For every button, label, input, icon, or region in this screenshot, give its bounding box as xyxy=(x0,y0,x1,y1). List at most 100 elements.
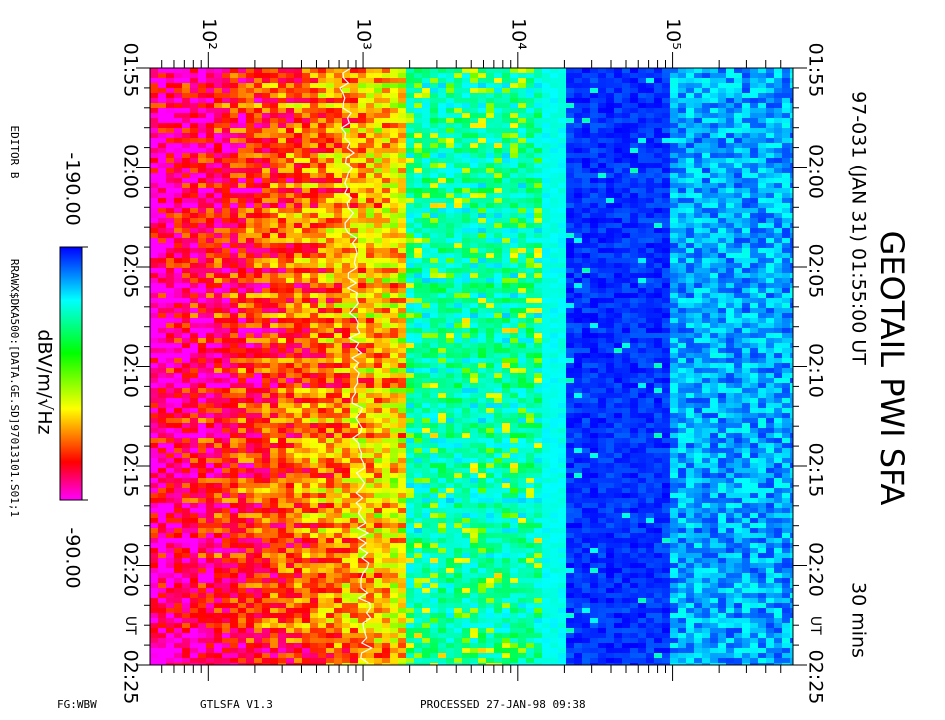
spectrogram-cell xyxy=(334,203,342,208)
spectrogram-cell xyxy=(638,148,646,153)
spectrogram-cell xyxy=(582,148,590,153)
spectrogram-cell xyxy=(406,258,414,263)
spectrogram-cell xyxy=(502,153,510,158)
spectrogram-cell xyxy=(574,138,582,143)
spectrogram-cell xyxy=(422,138,430,143)
spectrogram-cell xyxy=(606,308,614,313)
spectrogram-cell xyxy=(494,193,502,198)
spectrogram-cell xyxy=(390,263,398,268)
spectrogram-cell xyxy=(502,233,510,238)
spectrogram-cell xyxy=(406,293,414,298)
spectrogram-cell xyxy=(390,208,398,213)
spectrogram-cell xyxy=(574,208,582,213)
spectrogram-cell xyxy=(774,158,782,163)
spectrogram-cell xyxy=(310,263,318,268)
spectrogram-cell xyxy=(254,263,262,268)
spectrogram-cell xyxy=(542,288,550,293)
spectrogram-cell xyxy=(718,313,726,318)
spectrogram-cell xyxy=(590,228,598,233)
spectrogram-cell xyxy=(262,238,270,243)
spectrogram-cell xyxy=(190,318,198,323)
spectrogram-cell xyxy=(654,178,662,183)
spectrogram-cell xyxy=(766,328,774,333)
spectrogram-cell xyxy=(214,308,222,313)
spectrogram-cell xyxy=(350,368,358,373)
spectrogram-cell xyxy=(758,258,766,263)
spectrogram-cell xyxy=(190,138,198,143)
spectrogram-cell xyxy=(374,233,382,238)
spectrogram-cell xyxy=(190,188,198,193)
spectrogram-cell xyxy=(374,248,382,253)
spectrogram-cell xyxy=(782,273,790,278)
spectrogram-cell xyxy=(582,308,590,313)
spectrogram-cell xyxy=(286,373,294,378)
spectrogram-cell xyxy=(518,323,526,328)
spectrogram-cell xyxy=(190,73,198,78)
spectrogram-cell xyxy=(790,253,793,258)
spectrogram-cell xyxy=(614,143,622,148)
spectrogram-cell xyxy=(654,288,662,293)
spectrogram-cell xyxy=(358,318,366,323)
spectrogram-cell xyxy=(782,143,790,148)
spectrogram-cell xyxy=(702,258,710,263)
spectrogram-cell xyxy=(750,258,758,263)
spectrogram-cell xyxy=(590,73,598,78)
spectrogram-cell xyxy=(230,118,238,123)
spectrogram-cell xyxy=(534,313,542,318)
spectrogram-cell xyxy=(606,208,614,213)
spectrogram-cell xyxy=(574,118,582,123)
spectrogram-cell xyxy=(502,108,510,113)
spectrogram-cell xyxy=(774,108,782,113)
spectrogram-cell xyxy=(542,348,550,353)
spectrogram-cell xyxy=(286,313,294,318)
spectrogram-cell xyxy=(790,123,793,128)
spectrogram-cell xyxy=(374,338,382,343)
spectrogram-cell xyxy=(534,353,542,358)
spectrogram-cell xyxy=(534,78,542,83)
spectrogram-cell xyxy=(214,313,222,318)
spectrogram-cell xyxy=(614,153,622,158)
spectrogram-cell xyxy=(710,133,718,138)
spectrogram-cell xyxy=(478,208,486,213)
spectrogram-cell xyxy=(598,248,606,253)
spectrogram-cell xyxy=(414,363,422,368)
spectrogram-cell xyxy=(710,308,718,313)
spectrogram-cell xyxy=(446,233,454,238)
spectrogram-cell xyxy=(414,368,422,373)
spectrogram-cell xyxy=(742,258,750,263)
spectrogram-cell xyxy=(318,173,326,178)
spectrogram-cell xyxy=(574,373,582,378)
spectrogram-cell xyxy=(758,298,766,303)
spectrogram-cell xyxy=(646,348,654,353)
spectrogram-cell xyxy=(574,363,582,368)
spectrogram-cell xyxy=(558,148,566,153)
spectrogram-cell xyxy=(158,288,166,293)
spectrogram-cell xyxy=(446,373,454,378)
spectrogram-cell xyxy=(358,293,366,298)
spectrogram-cell xyxy=(230,133,238,138)
spectrogram-cell xyxy=(702,168,710,173)
spectrogram-cell xyxy=(646,338,654,343)
spectrogram-cell xyxy=(198,203,206,208)
spectrogram-cell xyxy=(646,233,654,238)
spectrogram-cell xyxy=(470,298,478,303)
spectrogram-cell xyxy=(766,168,774,173)
spectrogram-cell xyxy=(286,148,294,153)
spectrogram-cell xyxy=(614,363,622,368)
spectrogram-cell xyxy=(470,183,478,188)
spectrogram-cell xyxy=(526,353,534,358)
spectrogram-cell xyxy=(374,213,382,218)
spectrogram-cell xyxy=(774,238,782,243)
spectrogram-cell xyxy=(294,218,302,223)
spectrogram-cell xyxy=(790,158,793,163)
spectrogram-cell xyxy=(758,223,766,228)
spectrogram-cell xyxy=(398,243,406,248)
spectrogram-cell xyxy=(238,173,246,178)
spectrogram-cell xyxy=(294,203,302,208)
spectrogram-cell xyxy=(622,193,630,198)
spectrogram-cell xyxy=(686,278,694,283)
spectrogram-cell xyxy=(726,108,734,113)
spectrogram-cell xyxy=(494,113,502,118)
spectrogram-cell xyxy=(422,133,430,138)
spectrogram-cell xyxy=(350,108,358,113)
